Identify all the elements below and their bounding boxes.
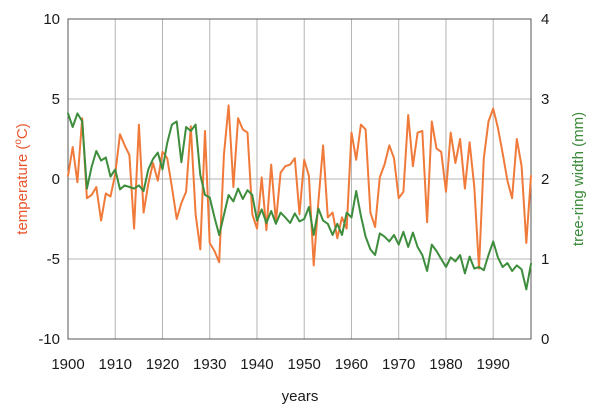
x-tick-label: 1980: [429, 356, 462, 373]
right-tick-label: 1: [541, 251, 549, 268]
right-tick-label: 2: [541, 171, 549, 188]
x-tick-label: 1930: [193, 356, 226, 373]
x-tick-label: 1920: [146, 356, 179, 373]
x-tick-label: 1960: [335, 356, 368, 373]
right-tick-label: 3: [541, 91, 549, 108]
left-tick-label: 10: [43, 11, 60, 28]
left-tick-label: -5: [47, 251, 60, 268]
x-tick-labels: 1900 1910 1920 1930 1940 1950 1960 1970 1980 1990: [51, 356, 510, 373]
right-axis-label: tree-ring width (mm): [570, 112, 587, 246]
x-tick-label: 1950: [288, 356, 321, 373]
right-tick-label: 0: [541, 331, 549, 348]
x-tick-label: 1900: [51, 356, 84, 373]
left-tick-label: -10: [38, 331, 60, 348]
right-tick-label: 4: [541, 11, 549, 28]
left-axis-label: temperature (oC): [13, 123, 31, 234]
left-axis-label-superscript: o: [13, 139, 24, 145]
x-axis-label: years: [282, 388, 319, 405]
x-tick-label: 1990: [477, 356, 510, 373]
left-tick-label: 0: [52, 171, 60, 188]
left-axis-label-prefix: temperature (: [14, 145, 31, 235]
left-tick-labels: 10 5 0 -5 -10: [38, 11, 60, 348]
temperature-series-line: [67, 104, 532, 270]
right-tick-labels: 4 3 2 1 0: [541, 11, 549, 348]
left-axis-label-suffix: C): [14, 123, 31, 139]
grid: [68, 19, 531, 339]
x-tick-label: 1970: [382, 356, 415, 373]
tree-ring-series-line: [67, 112, 532, 291]
x-tick-label: 1910: [99, 356, 132, 373]
left-tick-label: 5: [52, 91, 60, 108]
series-layer: [67, 104, 532, 291]
x-tick-label: 1940: [240, 356, 273, 373]
